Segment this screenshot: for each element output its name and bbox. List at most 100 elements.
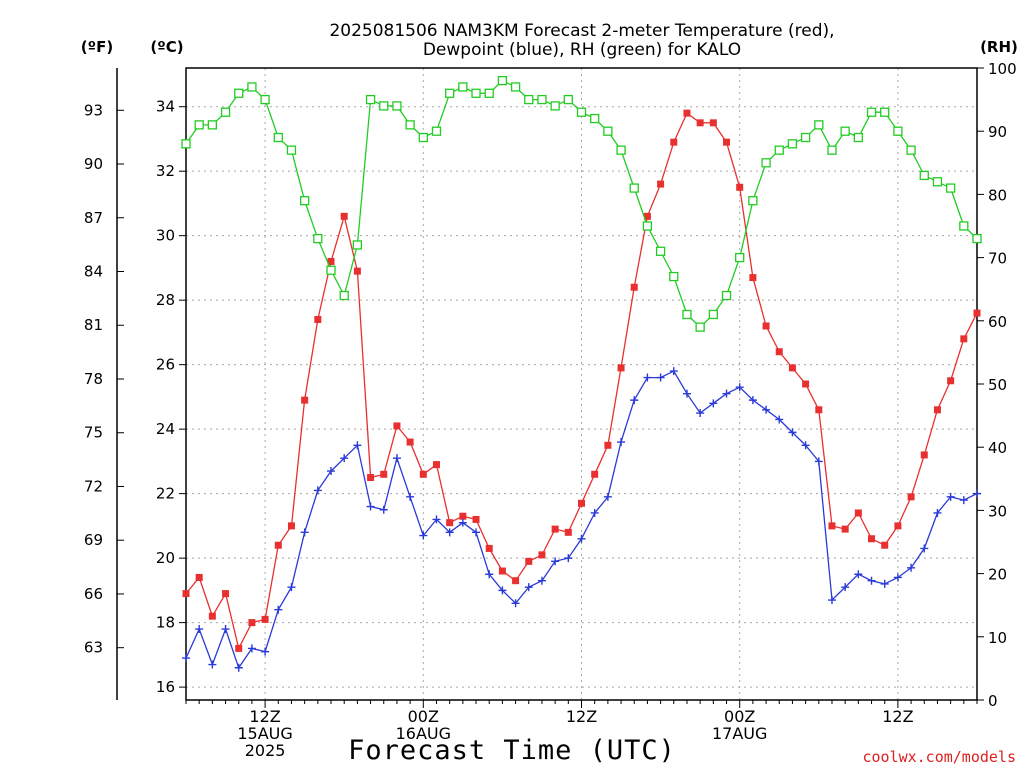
dewpoint-point <box>946 492 955 501</box>
temperature-point <box>353 267 361 275</box>
temperature-point <box>195 573 203 581</box>
rh-tick-label: 20 <box>988 566 1007 584</box>
temperature-point <box>841 525 849 533</box>
fahrenheit-tick-label: 90 <box>84 155 103 173</box>
rh-point <box>431 126 442 136</box>
temperature-point <box>960 335 968 343</box>
dewpoint-point <box>867 576 876 585</box>
x-tick-label: 00Z <box>724 707 755 726</box>
rh-point <box>906 145 916 155</box>
plot-frame <box>185 67 978 701</box>
temperature-point <box>261 615 269 623</box>
axes: 16 18 20 22 24 26 28 30 32 34 63 66 69 72 75 78 81 84 87 90… <box>84 60 1017 760</box>
dewpoint-point <box>775 415 784 424</box>
temperature-point <box>498 567 506 575</box>
rh-point <box>642 221 653 231</box>
temperature-point <box>828 522 836 530</box>
x-tick-label: 2025 <box>245 741 286 760</box>
fahrenheit-tick-label: 72 <box>84 477 103 495</box>
temperature-point <box>419 470 427 478</box>
dewpoint-point <box>366 502 375 511</box>
temperature-point <box>472 515 480 523</box>
dewpoint-point <box>432 515 441 524</box>
dewpoint-point <box>340 454 349 463</box>
dewpoint-point <box>195 625 204 634</box>
rh-point <box>629 183 639 193</box>
dewpoint-point <box>630 396 639 405</box>
temperature-point <box>446 519 454 527</box>
rh-point <box>695 322 705 332</box>
dewpoint-point <box>577 534 586 543</box>
rh-point <box>392 101 402 111</box>
dewpoint-point <box>762 405 771 414</box>
dewpoint-point <box>498 586 507 595</box>
rh-point <box>840 126 850 136</box>
fahrenheit-tick-label: 66 <box>84 585 103 603</box>
temperature-point <box>222 590 230 598</box>
fahrenheit-tick-label: 75 <box>84 424 103 442</box>
dewpoint-point <box>379 505 388 514</box>
temperature-point <box>630 283 638 291</box>
celsius-tick-label: 22 <box>156 485 175 503</box>
dewpoint-point <box>669 367 678 376</box>
rh-point <box>774 145 784 155</box>
temperature-point <box>604 441 612 449</box>
dewpoint-point <box>406 492 415 501</box>
fahrenheit-tick-label: 84 <box>84 263 103 281</box>
rh-point <box>655 246 666 256</box>
dewpoint-point <box>511 599 520 608</box>
credit-text: coolwx.com/models <box>862 748 1016 766</box>
dewpoint-point <box>524 583 533 592</box>
rh-point <box>181 139 191 149</box>
fahrenheit-tick-label: 81 <box>84 316 103 334</box>
rh-point <box>260 94 270 105</box>
temperature-point <box>538 551 546 559</box>
rh-point <box>880 107 890 117</box>
rh-point <box>616 145 626 155</box>
rh-point <box>247 82 257 92</box>
dewpoint-point <box>696 409 705 418</box>
dewpoint-point <box>933 508 942 517</box>
rh-point <box>800 132 811 143</box>
rh-tick-label: 40 <box>988 439 1007 457</box>
dewpoint-point <box>590 508 599 517</box>
rh-point <box>919 170 929 181</box>
rh-point <box>299 196 310 206</box>
temperature-point <box>314 316 322 324</box>
x-tick-label: 15AUG <box>237 724 292 743</box>
temperature-point <box>973 309 981 317</box>
dewpoint-point <box>801 441 810 450</box>
dewpoint-point <box>313 486 322 495</box>
dewpoint-point <box>208 660 217 669</box>
x-tick-label: 12Z <box>249 707 280 726</box>
dewpoint-point <box>564 554 573 563</box>
dewpoint-point <box>485 570 494 579</box>
dewpoint-point <box>959 496 968 505</box>
celsius-tick-label: 24 <box>156 420 175 438</box>
rh-point <box>471 88 481 98</box>
fahrenheit-unit-label: (ºF) <box>81 38 113 56</box>
fahrenheit-tick-label: 78 <box>84 370 103 388</box>
dewpoint-point <box>643 373 652 382</box>
rh-point <box>497 75 508 86</box>
dewpoint-point <box>854 570 863 579</box>
temperature-point <box>459 512 467 520</box>
temperature-point <box>432 461 440 469</box>
x-tick-label: 17AUG <box>712 724 767 743</box>
rh-point <box>603 126 613 136</box>
dewpoint-point <box>907 563 916 572</box>
rh-point <box>510 82 521 92</box>
rh-point <box>787 139 798 149</box>
rh-point <box>761 158 771 168</box>
rh-point <box>827 145 837 155</box>
dewpoint-point <box>893 573 902 582</box>
temperature-point <box>868 535 876 543</box>
dewpoint-point <box>920 544 929 553</box>
temperature-point <box>512 577 520 585</box>
chart-title-line-1: 2025081506 NAM3KM Forecast 2-meter Tempe… <box>329 21 834 41</box>
fahrenheit-tick-label: 63 <box>84 639 103 657</box>
rh-point <box>563 94 573 105</box>
dewpoint-point <box>682 389 691 398</box>
dewpoint-point <box>709 399 718 408</box>
rh-point <box>207 120 218 130</box>
